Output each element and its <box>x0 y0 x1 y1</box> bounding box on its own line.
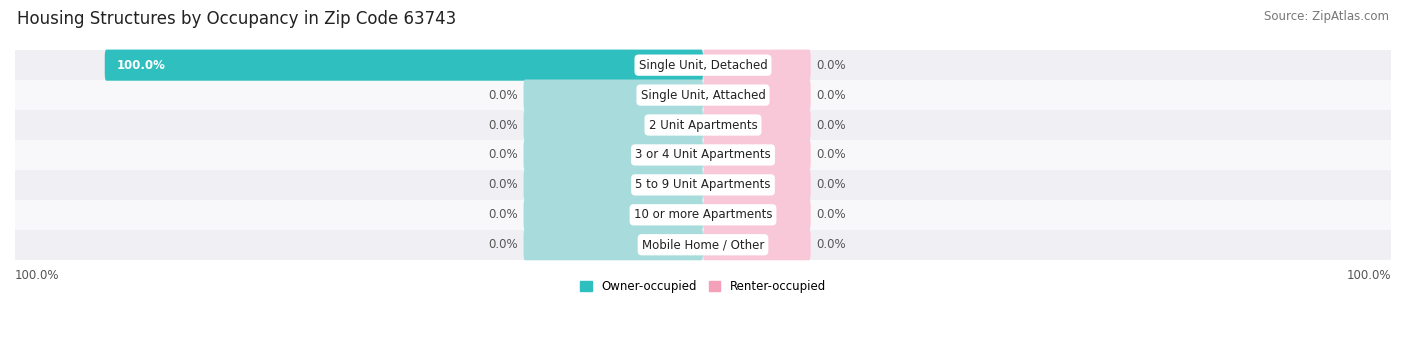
Text: Mobile Home / Other: Mobile Home / Other <box>641 238 765 251</box>
FancyBboxPatch shape <box>703 169 811 201</box>
Text: 0.0%: 0.0% <box>488 208 517 221</box>
FancyBboxPatch shape <box>15 140 1391 170</box>
Text: 0.0%: 0.0% <box>817 119 846 132</box>
Text: 0.0%: 0.0% <box>817 208 846 221</box>
FancyBboxPatch shape <box>15 50 1391 80</box>
Text: 0.0%: 0.0% <box>817 148 846 161</box>
Legend: Owner-occupied, Renter-occupied: Owner-occupied, Renter-occupied <box>575 275 831 298</box>
FancyBboxPatch shape <box>15 170 1391 200</box>
FancyBboxPatch shape <box>523 169 703 201</box>
Text: 0.0%: 0.0% <box>488 119 517 132</box>
FancyBboxPatch shape <box>523 229 703 260</box>
Text: 10 or more Apartments: 10 or more Apartments <box>634 208 772 221</box>
FancyBboxPatch shape <box>15 110 1391 140</box>
Text: Single Unit, Detached: Single Unit, Detached <box>638 59 768 72</box>
Text: 100.0%: 100.0% <box>15 269 59 282</box>
FancyBboxPatch shape <box>703 139 811 170</box>
Text: 0.0%: 0.0% <box>488 89 517 102</box>
FancyBboxPatch shape <box>15 200 1391 230</box>
Text: 100.0%: 100.0% <box>1347 269 1391 282</box>
Text: 0.0%: 0.0% <box>488 238 517 251</box>
Text: 100.0%: 100.0% <box>117 59 166 72</box>
FancyBboxPatch shape <box>703 199 811 231</box>
Text: 0.0%: 0.0% <box>817 89 846 102</box>
FancyBboxPatch shape <box>523 139 703 170</box>
Text: Single Unit, Attached: Single Unit, Attached <box>641 89 765 102</box>
FancyBboxPatch shape <box>523 79 703 110</box>
FancyBboxPatch shape <box>523 199 703 231</box>
FancyBboxPatch shape <box>15 230 1391 260</box>
Text: 2 Unit Apartments: 2 Unit Apartments <box>648 119 758 132</box>
FancyBboxPatch shape <box>523 109 703 140</box>
FancyBboxPatch shape <box>703 109 811 140</box>
Text: 0.0%: 0.0% <box>488 148 517 161</box>
FancyBboxPatch shape <box>15 80 1391 110</box>
Text: 5 to 9 Unit Apartments: 5 to 9 Unit Apartments <box>636 178 770 191</box>
FancyBboxPatch shape <box>703 79 811 110</box>
Text: 0.0%: 0.0% <box>488 178 517 191</box>
FancyBboxPatch shape <box>703 229 811 260</box>
Text: Housing Structures by Occupancy in Zip Code 63743: Housing Structures by Occupancy in Zip C… <box>17 10 456 28</box>
FancyBboxPatch shape <box>104 49 703 81</box>
Text: 0.0%: 0.0% <box>817 59 846 72</box>
FancyBboxPatch shape <box>703 49 811 81</box>
Text: 0.0%: 0.0% <box>817 178 846 191</box>
Text: Source: ZipAtlas.com: Source: ZipAtlas.com <box>1264 10 1389 23</box>
Text: 3 or 4 Unit Apartments: 3 or 4 Unit Apartments <box>636 148 770 161</box>
Text: 0.0%: 0.0% <box>817 238 846 251</box>
